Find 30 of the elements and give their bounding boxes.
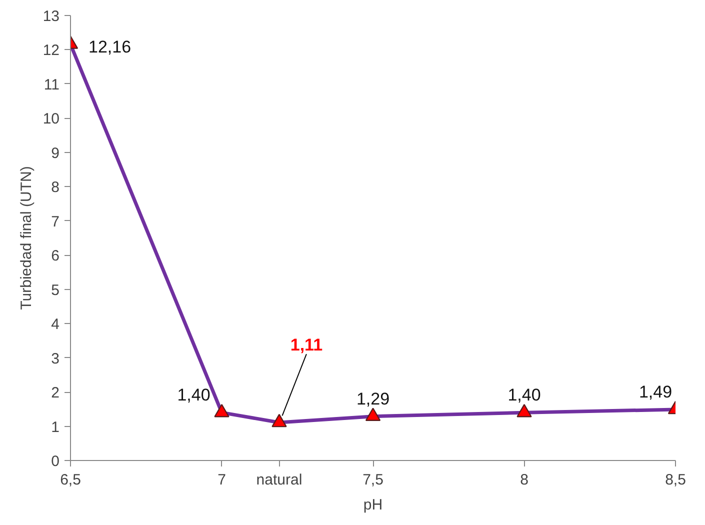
y-tick-label: 3 — [51, 350, 60, 368]
y-tick-label: 6 — [51, 248, 60, 265]
data-label: 1,40 — [177, 386, 210, 405]
y-tick-label: 8 — [51, 179, 60, 196]
y-tick-label: 11 — [44, 76, 60, 94]
y-tick-label: 0 — [51, 453, 60, 470]
data-label: 1,40 — [508, 386, 541, 405]
y-tick-label: 9 — [51, 144, 60, 162]
y-tick-label: 5 — [51, 282, 60, 299]
y-tick-label: 10 — [42, 110, 60, 128]
x-tick-label: natural — [256, 472, 302, 488]
annotation: 1,11 — [290, 336, 323, 355]
y-tick-label: 13 — [42, 8, 60, 25]
data-label: 1,29 — [356, 389, 390, 408]
x-axis-title: pH — [363, 496, 383, 514]
data-label: 12,16 — [88, 37, 132, 56]
data-label: 1,49 — [638, 382, 672, 402]
x-tick-label: 6,5 — [60, 472, 81, 488]
x-tick-label: 7 — [218, 472, 226, 488]
point — [365, 408, 381, 421]
y-tick-label: 12 — [42, 42, 60, 60]
x-tick-label: 8,5 — [665, 472, 686, 488]
y-tick-label: 4 — [51, 316, 60, 334]
x-tick-label: 7,5 — [362, 472, 384, 488]
point — [272, 414, 287, 428]
x-tick-label: 8 — [520, 472, 528, 488]
y-tick-label: 2 — [51, 384, 60, 402]
y-tick-label: 1 — [51, 418, 60, 436]
y-tick-label: 7 — [51, 213, 60, 230]
y-axis-title: Turbiedad final (UTN) — [18, 166, 35, 310]
